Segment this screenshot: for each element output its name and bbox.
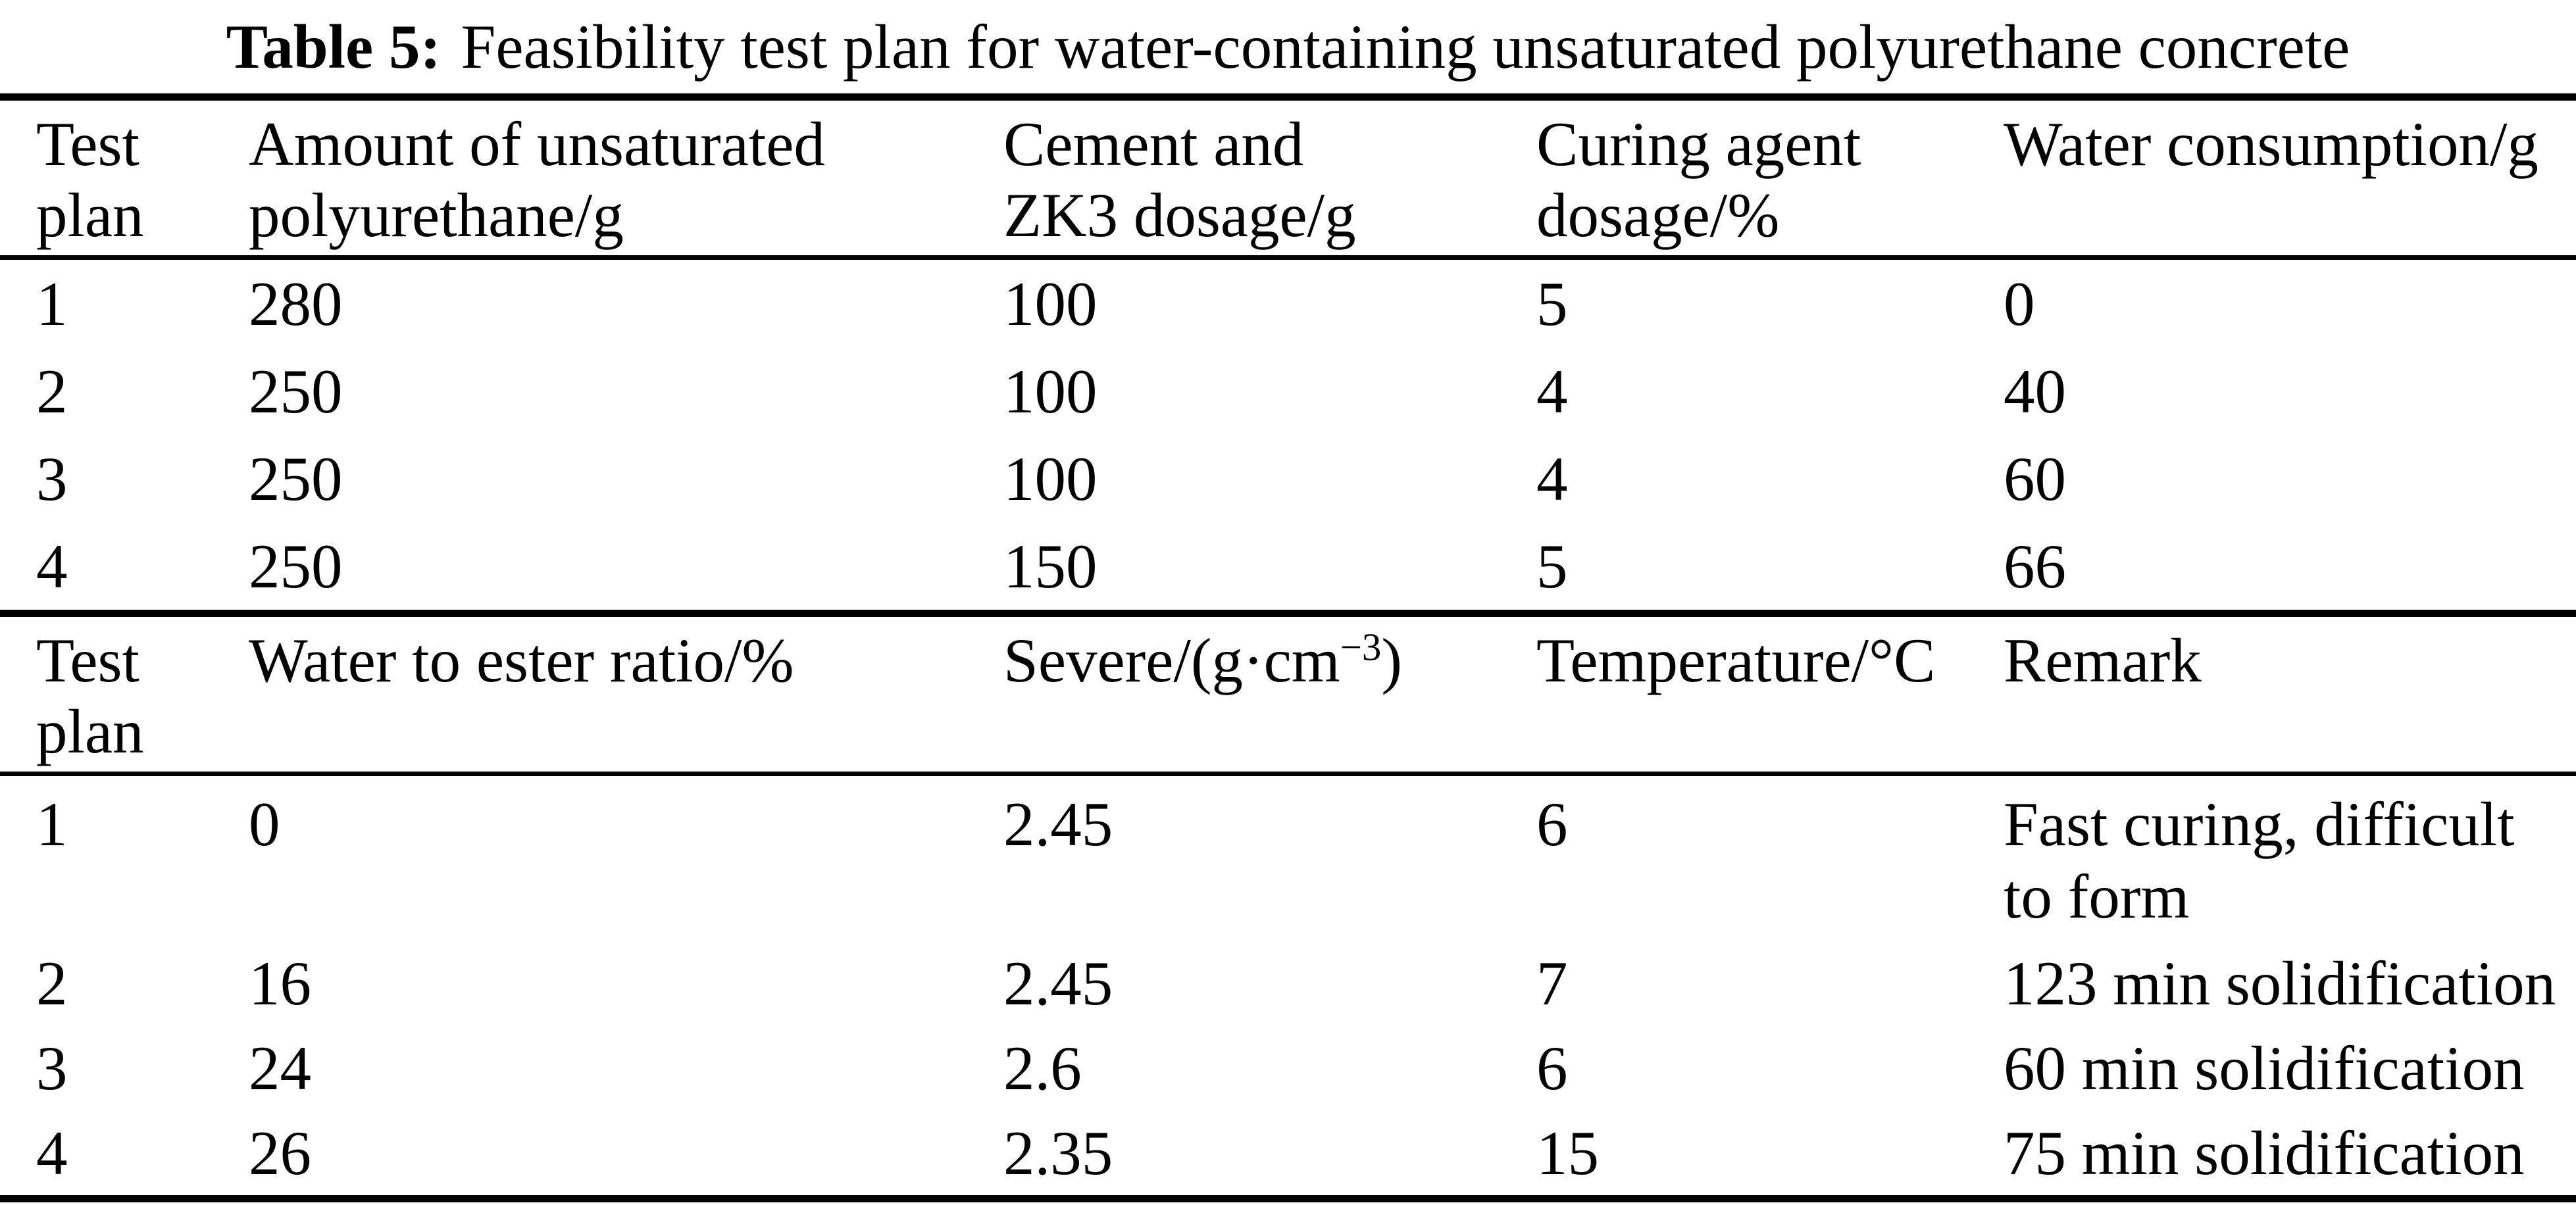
table-row: 1 280 100 5 0 xyxy=(0,260,2576,347)
cell-temperature: 6 xyxy=(1536,1033,1568,1103)
header-line: plan xyxy=(36,697,144,766)
header-line: Test xyxy=(36,626,139,695)
cell-amount: 250 xyxy=(249,531,343,601)
cell-cement-zk3: 150 xyxy=(1003,531,1098,601)
header-line: Remark xyxy=(2004,626,2202,695)
cell-severe: 2.45 xyxy=(1003,948,1113,1018)
table-caption-text: Feasibility test plan for water-containi… xyxy=(461,12,2350,82)
header-line: Curing agent xyxy=(1536,109,1861,179)
cell-temperature: 7 xyxy=(1536,948,1568,1018)
header-cell-water-consumption: Water consumption/g xyxy=(2004,109,2576,180)
cell-water-ester-ratio: 24 xyxy=(249,1033,311,1103)
header-line: Water to ester ratio/% xyxy=(249,626,794,695)
severe-close: ) xyxy=(1381,626,1403,695)
cell-test-plan: 4 xyxy=(36,1118,68,1188)
table-row: 4 250 150 5 66 xyxy=(0,522,2576,610)
cell-remark: 123 min solidification xyxy=(2004,948,2556,1018)
table-row: 4 26 2.35 15 75 min solidification xyxy=(0,1110,2576,1195)
header-cell-water-ester-ratio: Water to ester ratio/% xyxy=(249,625,1003,696)
table-row: 1 0 2.45 6 Fast curing, difficult to for… xyxy=(0,776,2576,941)
cell-remark: 75 min solidification xyxy=(2004,1118,2525,1188)
header-line: ZK3 dosage/g xyxy=(1003,180,1356,250)
header-cell-severe: Severe/(g·cm−3) xyxy=(1003,625,1536,696)
section1-header-rule xyxy=(0,255,2576,260)
table-row: 3 24 2.6 6 60 min solidification xyxy=(0,1025,2576,1110)
header-cell-test-plan: Test plan xyxy=(36,109,249,251)
cell-severe: 2.45 xyxy=(1003,789,1113,859)
header-line: polyurethane/g xyxy=(249,180,624,250)
section-divider-rule xyxy=(0,610,2576,617)
cell-water-consumption: 60 xyxy=(2004,443,2066,514)
header-cell-cement-zk3: Cement and ZK3 dosage/g xyxy=(1003,109,1536,251)
cell-curing-agent: 4 xyxy=(1536,443,1568,514)
cell-water-ester-ratio: 26 xyxy=(249,1118,311,1188)
header-line: Test xyxy=(36,109,139,179)
header-line: Severe/(g·cm−3) xyxy=(1003,625,1536,696)
cell-amount: 250 xyxy=(249,356,343,426)
table-row: 2 16 2.45 7 123 min solidification xyxy=(0,941,2576,1025)
header-cell-amount: Amount of unsaturated polyurethane/g xyxy=(249,109,1003,251)
cell-temperature: 6 xyxy=(1536,789,1568,859)
severe-base: Severe/(g·cm xyxy=(1003,626,1340,695)
cell-water-consumption: 66 xyxy=(2004,531,2066,601)
header-cell-test-plan: Test plan xyxy=(36,625,249,767)
cell-curing-agent: 5 xyxy=(1536,268,1568,339)
header-line: plan xyxy=(36,180,144,250)
section1-header-row: Test plan Amount of unsaturated polyuret… xyxy=(0,101,2576,255)
cell-test-plan: 3 xyxy=(36,443,68,514)
table-row: 2 250 100 4 40 xyxy=(0,347,2576,435)
top-rule xyxy=(0,93,2576,101)
header-line: Temperature/°C xyxy=(1536,626,1936,695)
cell-curing-agent: 4 xyxy=(1536,356,1568,426)
cell-amount: 280 xyxy=(249,268,343,339)
cell-cement-zk3: 100 xyxy=(1003,268,1098,339)
header-line: Amount of unsaturated xyxy=(249,109,825,179)
cell-temperature: 15 xyxy=(1536,1118,1599,1188)
cell-remark: Fast curing, difficult to form xyxy=(2004,789,2515,931)
bottom-rule xyxy=(0,1195,2576,1202)
header-cell-curing-agent: Curing agent dosage/% xyxy=(1536,109,2004,251)
cell-test-plan: 3 xyxy=(36,1033,68,1103)
cell-test-plan: 4 xyxy=(36,531,68,601)
cell-amount: 250 xyxy=(249,443,343,514)
table-caption-label: Table 5: xyxy=(226,12,442,82)
cell-cement-zk3: 100 xyxy=(1003,443,1098,514)
header-line: dosage/% xyxy=(1536,180,1780,250)
cell-severe: 2.35 xyxy=(1003,1118,1113,1188)
cell-remark: 60 min solidification xyxy=(2004,1033,2525,1103)
cell-cement-zk3: 100 xyxy=(1003,356,1098,426)
table-caption: Table 5: Feasibility test plan for water… xyxy=(0,0,2576,93)
cell-water-ester-ratio: 16 xyxy=(249,948,311,1018)
cell-severe: 2.6 xyxy=(1003,1033,1082,1103)
header-line: Cement and xyxy=(1003,109,1304,179)
cell-curing-agent: 5 xyxy=(1536,531,1568,601)
section2-header-rule xyxy=(0,772,2576,776)
header-cell-temperature: Temperature/°C xyxy=(1536,625,2004,696)
cell-water-ester-ratio: 0 xyxy=(249,789,280,859)
cell-test-plan: 2 xyxy=(36,356,68,426)
cell-test-plan: 1 xyxy=(36,789,68,859)
cell-water-consumption: 0 xyxy=(2004,268,2035,339)
cell-test-plan: 2 xyxy=(36,948,68,1018)
table-row: 3 250 100 4 60 xyxy=(0,435,2576,522)
header-cell-remark: Remark xyxy=(2004,625,2576,696)
cell-water-consumption: 40 xyxy=(2004,356,2066,426)
cell-test-plan: 1 xyxy=(36,268,68,339)
header-line: Water consumption/g xyxy=(2004,109,2538,179)
severe-superscript: −3 xyxy=(1340,626,1382,669)
section2-header-row: Test plan Water to ester ratio/% Severe/… xyxy=(0,617,2576,772)
